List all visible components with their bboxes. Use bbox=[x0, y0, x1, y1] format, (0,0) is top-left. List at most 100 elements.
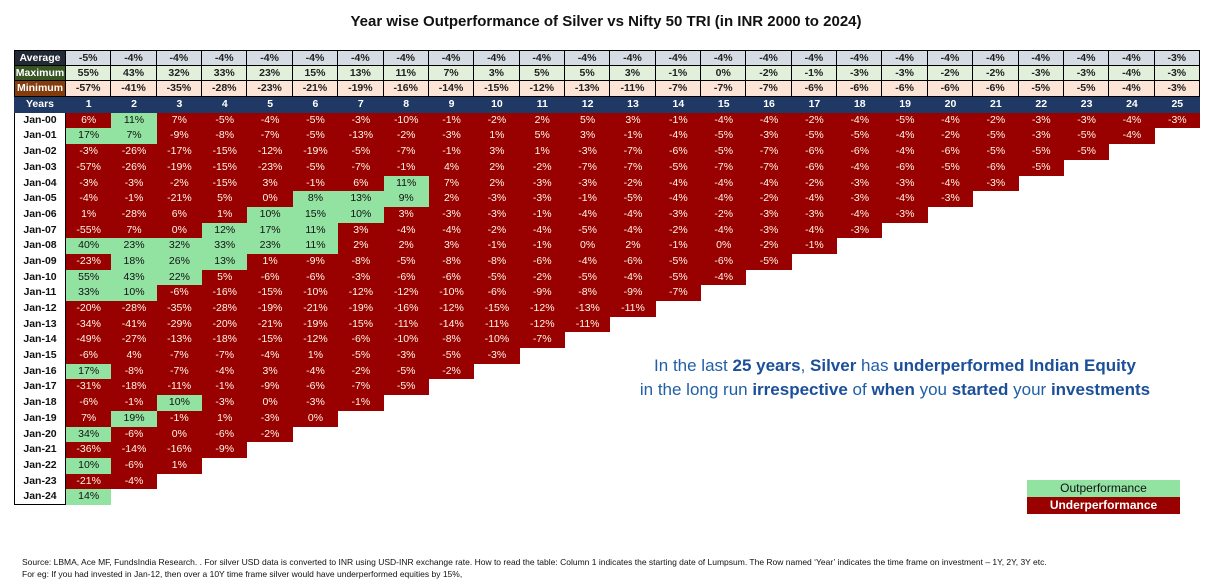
underperformance-cell: -2% bbox=[791, 112, 838, 129]
underperformance-cell: -3% bbox=[338, 112, 384, 129]
maximum-value: 43% bbox=[111, 65, 157, 82]
callout-emphasis: investments bbox=[1050, 380, 1151, 399]
empty-cell bbox=[791, 473, 838, 490]
underperformance-cell: -12% bbox=[428, 301, 475, 317]
minimum-value: -6% bbox=[973, 81, 1019, 98]
maximum-value: 11% bbox=[383, 65, 429, 82]
empty-cell bbox=[791, 442, 838, 458]
empty-cell bbox=[564, 442, 611, 458]
maximum-value: 0% bbox=[701, 65, 747, 82]
underperformance-cell: 3% bbox=[564, 128, 611, 145]
underperformance-cell: -7% bbox=[338, 159, 384, 176]
underperformance-cell: -1% bbox=[383, 159, 429, 176]
empty-cell bbox=[927, 253, 974, 270]
row-start-date: Jan-17 bbox=[14, 379, 66, 396]
underperformance-cell: -5% bbox=[701, 128, 747, 145]
underperformance-cell: -4% bbox=[655, 128, 702, 145]
underperformance-cell: -21% bbox=[156, 191, 203, 207]
empty-cell bbox=[428, 410, 475, 427]
underperformance-cell: 7% bbox=[111, 222, 157, 239]
empty-cell bbox=[973, 363, 1019, 380]
row-start-date: Jan-11 bbox=[14, 285, 66, 301]
empty-cell bbox=[247, 457, 293, 474]
empty-cell bbox=[791, 410, 838, 427]
underperformance-cell: -8% bbox=[474, 253, 520, 270]
empty-cell bbox=[746, 457, 792, 474]
underperformance-cell: 2% bbox=[383, 238, 429, 254]
years-header-cell: 21 bbox=[973, 97, 1019, 113]
average-value: -4% bbox=[610, 50, 656, 66]
underperformance-cell: -6% bbox=[292, 269, 339, 286]
underperformance-cell: -3% bbox=[882, 175, 928, 192]
underperformance-cell: -18% bbox=[111, 379, 157, 396]
empty-cell bbox=[1063, 269, 1110, 286]
empty-cell bbox=[610, 395, 656, 411]
empty-cell bbox=[927, 206, 974, 223]
maximum-value: -2% bbox=[927, 65, 974, 82]
underperformance-cell: 7% bbox=[156, 112, 203, 129]
underperformance-cell: -19% bbox=[292, 144, 339, 160]
underperformance-cell: -2% bbox=[701, 206, 747, 223]
empty-cell bbox=[655, 473, 702, 490]
empty-cell bbox=[837, 253, 883, 270]
empty-cell bbox=[474, 489, 520, 505]
underperformance-cell: -6% bbox=[247, 269, 293, 286]
empty-cell bbox=[519, 363, 565, 380]
underperformance-cell: 3% bbox=[383, 206, 429, 223]
years-header-cell: 23 bbox=[1063, 97, 1110, 113]
empty-cell bbox=[1018, 285, 1064, 301]
underperformance-cell: -4% bbox=[610, 206, 656, 223]
underperformance-cell: -4% bbox=[701, 175, 747, 192]
underperformance-cell: -4% bbox=[837, 112, 883, 129]
minimum-value: -57% bbox=[66, 81, 112, 98]
minimum-value: -5% bbox=[1018, 81, 1064, 98]
empty-cell bbox=[1154, 332, 1200, 349]
maximum-value: -3% bbox=[1018, 65, 1064, 82]
empty-cell bbox=[655, 379, 702, 396]
empty-cell bbox=[519, 489, 565, 505]
outperformance-cell: 40% bbox=[66, 238, 112, 254]
outperformance-cell: 14% bbox=[66, 489, 112, 505]
empty-cell bbox=[1063, 363, 1110, 380]
empty-cell bbox=[746, 379, 792, 396]
underperformance-cell: 0% bbox=[247, 191, 293, 207]
empty-cell bbox=[837, 489, 883, 505]
minimum-value: -6% bbox=[791, 81, 838, 98]
empty-cell bbox=[1063, 332, 1110, 349]
empty-cell bbox=[1018, 175, 1064, 192]
callout-emphasis: 25 years bbox=[732, 356, 801, 375]
maximum-value: 13% bbox=[338, 65, 384, 82]
underperformance-cell: -6% bbox=[655, 144, 702, 160]
underperformance-cell: -15% bbox=[474, 301, 520, 317]
outperformance-cell: 43% bbox=[111, 269, 157, 286]
average-value: -4% bbox=[338, 50, 384, 66]
underperformance-cell: -5% bbox=[1063, 128, 1110, 145]
outperformance-cell: 15% bbox=[292, 206, 339, 223]
underperformance-cell: -3% bbox=[746, 128, 792, 145]
underperformance-cell: -4% bbox=[701, 222, 747, 239]
years-header-cell: 12 bbox=[564, 97, 611, 113]
underperformance-cell: -4% bbox=[701, 112, 747, 129]
outperformance-cell: 11% bbox=[111, 112, 157, 129]
underperformance-cell: -10% bbox=[383, 332, 429, 349]
underperformance-cell: -12% bbox=[383, 285, 429, 301]
underperformance-cell: -31% bbox=[66, 379, 112, 396]
empty-cell bbox=[383, 442, 429, 458]
underperformance-cell: -11% bbox=[610, 301, 656, 317]
empty-cell bbox=[882, 442, 928, 458]
underperformance-cell: -2% bbox=[474, 222, 520, 239]
empty-cell bbox=[1154, 253, 1200, 270]
empty-cell bbox=[1109, 253, 1155, 270]
underperformance-cell: -14% bbox=[111, 442, 157, 458]
empty-cell bbox=[791, 489, 838, 505]
average-value: -5% bbox=[66, 50, 112, 66]
empty-cell bbox=[701, 379, 747, 396]
empty-cell bbox=[1109, 410, 1155, 427]
underperformance-cell: -5% bbox=[610, 191, 656, 207]
empty-cell bbox=[1109, 363, 1155, 380]
row-start-date: Jan-16 bbox=[14, 363, 66, 380]
footnote-source: Source: LBMA, Ace MF, FundsIndia Researc… bbox=[22, 557, 1047, 567]
minimum-value: -6% bbox=[882, 81, 928, 98]
maximum-value: -3% bbox=[837, 65, 883, 82]
empty-cell bbox=[837, 238, 883, 254]
